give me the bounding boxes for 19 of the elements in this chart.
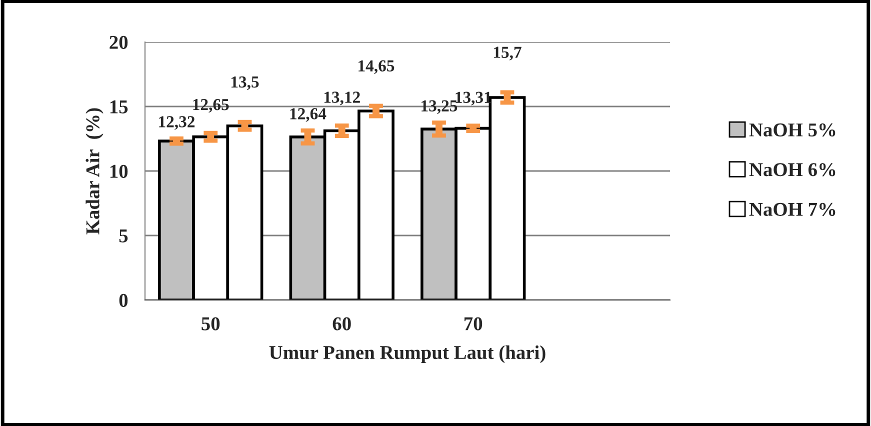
x-tick-label: 50	[202, 317, 220, 330]
data-label: 15,7	[494, 46, 522, 60]
data-label: 14,65	[358, 60, 394, 74]
legend-label: NaOH 6%	[749, 163, 836, 176]
y-tick-label: 20	[110, 36, 128, 49]
x-tick-label: 70	[464, 317, 482, 330]
data-label: 12,64	[290, 108, 326, 122]
y-tick-label: 0	[119, 294, 128, 307]
data-label: 12,32	[159, 116, 195, 130]
data-label: 13,12	[324, 92, 360, 106]
x-axis-title: Umur Panen Rumput Laut (hari)	[269, 345, 546, 364]
legend-label: NaOH 5%	[749, 123, 836, 137]
x-tick-label: 60	[332, 317, 351, 330]
data-label: 13,5	[232, 76, 259, 90]
y-tick-label: 5	[119, 230, 128, 242]
y-tick-label: 10	[110, 164, 128, 178]
y-axis-title: Kadar Air (%)	[86, 108, 104, 234]
y-tick-label: 15	[110, 100, 128, 114]
legend-label: NaOH 7%	[749, 202, 836, 216]
